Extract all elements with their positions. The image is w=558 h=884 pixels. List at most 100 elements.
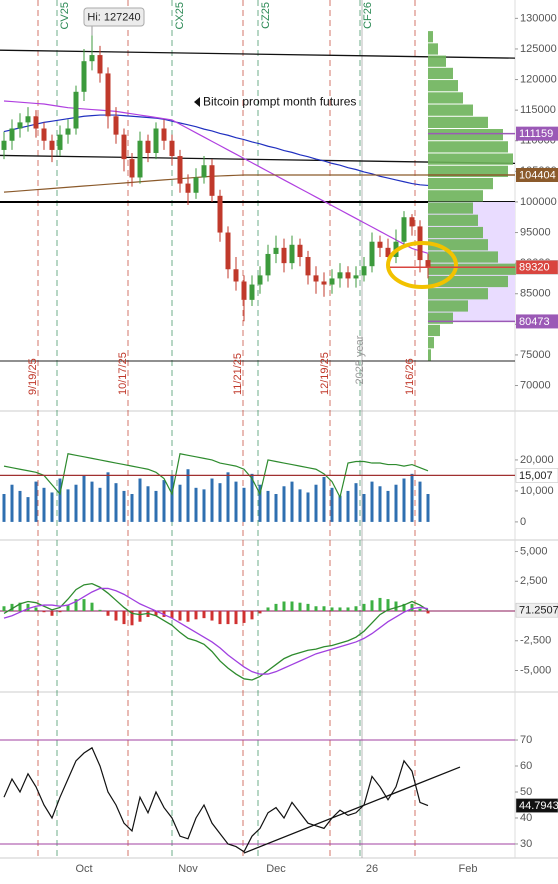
y-tick-label: 100000 [520, 196, 557, 208]
candle-body [97, 55, 103, 74]
volume-bar [362, 494, 366, 522]
histogram-bar [378, 597, 382, 612]
volume-bar [122, 490, 126, 522]
y-tick-label: 50 [520, 786, 532, 798]
volume-bar [34, 481, 38, 522]
x-tick-label: Nov [178, 863, 198, 875]
y-tick-label: -2,500 [520, 635, 551, 647]
marker-label: 104404 [519, 169, 556, 181]
volume-bar [178, 484, 182, 522]
candle-body [113, 116, 119, 135]
volume-bar [146, 486, 150, 522]
histogram-bar [322, 606, 326, 612]
candle-body [49, 140, 55, 150]
moving-average [3, 174, 428, 193]
histogram-bar [330, 607, 334, 612]
y-tick-label: 40 [520, 812, 532, 824]
candle-body [329, 278, 335, 285]
profile-bar [428, 67, 453, 80]
x-tick-label: 26 [366, 863, 378, 875]
candle-body [305, 257, 311, 276]
candle-body [409, 217, 415, 227]
histogram-bar [74, 599, 78, 612]
histogram-bar [226, 611, 230, 625]
volume-bar [66, 489, 70, 522]
trend-line [243, 766, 461, 854]
candle-body [273, 247, 279, 254]
volume-bar [370, 481, 374, 522]
volume-bar [226, 472, 230, 522]
histogram-bar [266, 607, 270, 612]
volume-bar [218, 483, 222, 522]
candle-body [25, 116, 31, 123]
candle-body [297, 244, 303, 258]
volume-bar [186, 469, 190, 522]
histogram-bar [122, 611, 126, 625]
candle-body [153, 128, 159, 153]
histogram-bar [402, 603, 406, 612]
candle-body [137, 140, 143, 178]
candle-body [161, 128, 167, 141]
histogram-bar [394, 601, 398, 612]
expiry-label: 9/19/25 [27, 358, 39, 395]
volume-bar [138, 478, 142, 522]
profile-bar [428, 177, 493, 190]
histogram-bar [34, 607, 38, 612]
histogram-bar [370, 600, 374, 612]
histogram-bar [82, 599, 86, 612]
profile-bar [428, 226, 483, 239]
candle-body [17, 122, 23, 129]
profile-bar [428, 288, 488, 300]
candle-body [105, 73, 111, 117]
candle-body [345, 272, 351, 279]
volume-bar [258, 484, 262, 522]
candle-body [425, 260, 431, 268]
profile-bar [428, 275, 508, 288]
current-box [515, 798, 558, 813]
volume-bar [314, 484, 318, 522]
volume-bar [418, 481, 422, 522]
candle-body [41, 128, 47, 141]
candle-body [57, 134, 63, 150]
y-tick-label: 75000 [520, 349, 551, 361]
volume-bar [346, 490, 350, 522]
volume-bar [194, 487, 198, 522]
volume-bar [18, 490, 22, 522]
expiry-label: 12/19/25 [319, 352, 331, 395]
contract-label: CX25 [174, 2, 186, 30]
histogram-bar [2, 606, 6, 612]
histogram-bar [138, 611, 142, 622]
candle-body [369, 241, 375, 267]
candle-body [1, 140, 7, 150]
candle-body [177, 156, 183, 184]
candle-body [249, 284, 255, 300]
profile-bar [428, 324, 440, 337]
profile-bar [428, 43, 438, 55]
high-label: Hi: 127240 [87, 11, 140, 23]
volume-bar [170, 475, 174, 522]
volume-bar [322, 476, 326, 522]
profile-bar [428, 92, 463, 104]
current-label: 89320 [519, 262, 550, 274]
annotation: Bitcoin prompt month futures [203, 95, 356, 109]
volume-bar [130, 494, 134, 522]
y-tick-label: 60 [520, 760, 532, 772]
histogram-bar [114, 611, 118, 621]
volume-bar [394, 484, 398, 522]
marker-box [516, 167, 558, 182]
volume-bar [402, 478, 406, 522]
marker-box [516, 126, 558, 141]
profile-bar [428, 116, 488, 129]
histogram-bar [306, 603, 310, 612]
candle-body [337, 272, 343, 279]
volume-bar [50, 492, 54, 522]
expiry-label: 11/21/25 [232, 353, 244, 395]
macd-line [3, 582, 429, 681]
highlight-circle [386, 241, 458, 289]
candle-body [401, 217, 407, 242]
volume-bar [58, 478, 62, 522]
candle-body [321, 281, 327, 285]
volume-bar [266, 490, 270, 522]
current-box [515, 602, 558, 618]
